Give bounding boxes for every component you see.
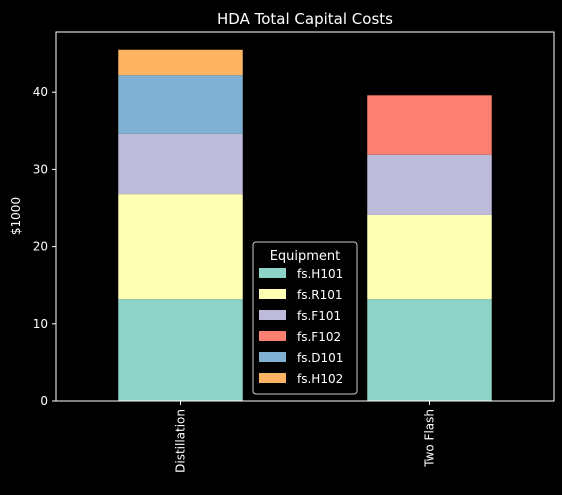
plot-frame (55, 31, 555, 402)
y-tick-label: 30 (33, 162, 48, 176)
x-tick-label: Two Flash (423, 409, 437, 468)
legend-items: fs.H101 fs.R101 fs.F101 fs.F102 fs.D101 fs.H1… (259, 267, 343, 386)
bar-two-flash-fs-r101 (367, 214, 492, 300)
bar-two-flash-fs-f101 (367, 154, 492, 215)
legend-swatch-fs-r101 (259, 289, 286, 299)
legend-swatch-fs-h102 (259, 373, 286, 383)
bar-two-flash-fs-f102 (367, 95, 492, 155)
bar-distillation-fs-d101 (118, 75, 243, 134)
legend-label-fs-r101: fs.R101 (297, 288, 343, 302)
legend-label-fs-h101: fs.H101 (297, 267, 343, 281)
bar-distillation-fs-h101 (118, 299, 243, 401)
bar-distillation-fs-h102 (118, 49, 243, 76)
bar-two-flash-fs-h101 (367, 299, 492, 401)
legend-swatch-fs-d101 (259, 352, 286, 362)
legend-label-fs-h102: fs.H102 (297, 372, 343, 386)
y-axis-label: $1000 (9, 197, 23, 235)
y-tick-label: 0 (40, 394, 48, 408)
legend-swatch-fs-f101 (259, 310, 286, 320)
legend-label-fs-f102: fs.F102 (297, 330, 341, 344)
chart-title: HDA Total Capital Costs (217, 10, 393, 28)
legend: Equipment fs.H101fs.R101fs.F101fs.F102fs… (252, 241, 358, 395)
y-axis: 0 10 20 30 40 (33, 85, 56, 408)
y-tick-label: 10 (33, 317, 48, 331)
bars-group (118, 49, 492, 401)
x-tick-label: Distillation (174, 409, 188, 473)
y-tick-label: 20 (33, 240, 48, 254)
legend-label-fs-f101: fs.F101 (297, 309, 341, 323)
bar-distillation-fs-f101 (118, 133, 243, 195)
legend-label-fs-d101: fs.D101 (297, 351, 343, 365)
legend-title: Equipment (270, 249, 341, 264)
x-axis: Distillation Two Flash (174, 401, 437, 473)
legend-swatch-fs-f102 (259, 331, 286, 341)
legend-swatch-fs-h101 (259, 268, 286, 278)
bar-distillation-fs-r101 (118, 194, 243, 300)
y-tick-label: 40 (33, 85, 48, 99)
